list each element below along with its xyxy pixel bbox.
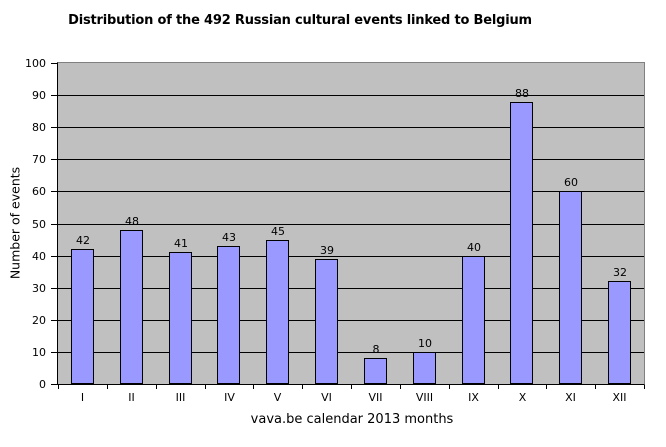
- x-axis-tick-9: [498, 385, 499, 389]
- x-tick-label-I: I: [80, 391, 85, 404]
- bar-value-label-VI: 39: [320, 244, 334, 257]
- y-axis-tick-40: [51, 256, 57, 257]
- x-axis-tick-1: [107, 385, 108, 389]
- y-axis-tick-30: [51, 288, 57, 289]
- x-tick-label-X: X: [518, 391, 527, 404]
- bar-value-label-XII: 32: [613, 266, 627, 279]
- y-axis-tick-10: [51, 352, 57, 353]
- x-tick-label-V: V: [273, 391, 282, 404]
- bar-XII: [608, 281, 631, 384]
- x-axis-tick-6: [351, 385, 352, 389]
- x-axis-tick-8: [449, 385, 450, 389]
- bar-V: [266, 240, 289, 384]
- bar-value-label-III: 41: [174, 237, 188, 250]
- x-axis-tick-4: [253, 385, 254, 389]
- gridline-20: [58, 320, 644, 321]
- bar-value-label-VII: 8: [372, 343, 380, 356]
- x-tick-label-IV: IV: [224, 391, 235, 404]
- bar-VIII: [413, 352, 436, 384]
- gridline-40: [58, 256, 644, 257]
- plot-area: 42 48 41 43 45 39 8 10 40 88 60 32: [57, 62, 645, 385]
- y-axis-tick-80: [51, 127, 57, 128]
- x-tick-label-VI: VI: [321, 391, 332, 404]
- bar-I: [71, 249, 94, 384]
- x-axis-tick-3: [205, 385, 206, 389]
- bar-value-label-I: 42: [76, 234, 90, 247]
- y-axis-tick-60: [51, 191, 57, 192]
- y-tick-label-0: 0: [39, 378, 46, 391]
- x-tick-label-VII: VII: [368, 391, 383, 404]
- y-tick-label-80: 80: [32, 121, 46, 134]
- y-axis-tick-70: [51, 159, 57, 160]
- bar-value-label-V: 45: [271, 225, 285, 238]
- x-axis-tick-10: [546, 385, 547, 389]
- x-axis-tick-11: [595, 385, 596, 389]
- y-axis-tick-0: [51, 384, 57, 385]
- bar-VI: [315, 259, 338, 384]
- y-tick-label-60: 60: [32, 185, 46, 198]
- y-axis-tick-90: [51, 95, 57, 96]
- y-tick-label-40: 40: [32, 250, 46, 263]
- x-axis-tick-2: [156, 385, 157, 389]
- y-tick-label-50: 50: [32, 218, 46, 231]
- bar-II: [120, 230, 143, 384]
- y-axis-tick-50: [51, 224, 57, 225]
- x-tick-label-VIII: VIII: [415, 391, 434, 404]
- y-axis-tick-20: [51, 320, 57, 321]
- gridline-50: [58, 224, 644, 225]
- x-tick-label-XI: XI: [565, 391, 576, 404]
- bar-value-label-II: 48: [125, 215, 139, 228]
- y-tick-label-90: 90: [32, 89, 46, 102]
- y-tick-label-100: 100: [25, 57, 46, 70]
- gridline-80: [58, 127, 644, 128]
- chart-title: Distribution of the 492 Russian cultural…: [68, 13, 532, 28]
- bar-value-label-XI: 60: [564, 176, 578, 189]
- x-axis-tick-0: [58, 385, 59, 389]
- y-axis-tick-100: [51, 63, 57, 64]
- gridline-10: [58, 352, 644, 353]
- gridline-70: [58, 159, 644, 160]
- y-tick-label-30: 30: [32, 282, 46, 295]
- bar-value-label-IX: 40: [467, 241, 481, 254]
- y-tick-label-20: 20: [32, 314, 46, 327]
- bar-XI: [559, 191, 582, 384]
- y-tick-label-10: 10: [32, 346, 46, 359]
- y-tick-label-70: 70: [32, 153, 46, 166]
- x-tick-label-III: III: [175, 391, 186, 404]
- bar-IV: [217, 246, 240, 384]
- x-tick-label-II: II: [128, 391, 135, 404]
- bar-III: [169, 252, 192, 384]
- gridline-30: [58, 288, 644, 289]
- x-axis-tick-7: [400, 385, 401, 389]
- x-axis-tick-12: [644, 385, 645, 389]
- x-tick-label-XII: XII: [612, 391, 627, 404]
- x-tick-label-IX: IX: [468, 391, 479, 404]
- bar-IX: [462, 256, 485, 384]
- bar-value-label-VIII: 10: [418, 337, 432, 350]
- gridline-60: [58, 191, 644, 192]
- bar-value-label-X: 88: [515, 87, 529, 100]
- gridline-90: [58, 95, 644, 96]
- x-axis-tick-5: [302, 385, 303, 389]
- bar-X: [510, 102, 533, 384]
- x-axis-title: vava.be calendar 2013 months: [250, 412, 454, 427]
- bar-VII: [364, 358, 387, 384]
- bar-value-label-IV: 43: [222, 231, 236, 244]
